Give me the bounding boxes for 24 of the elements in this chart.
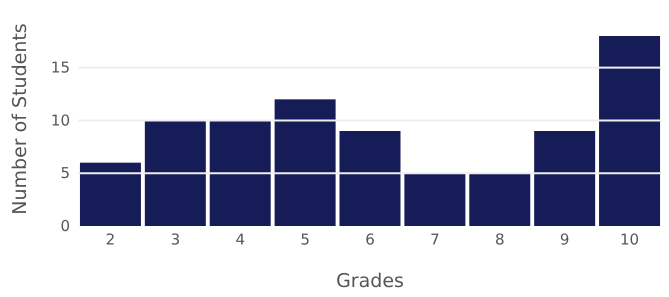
bar [210, 120, 271, 226]
x-tick-label: 4 [235, 230, 245, 249]
x-axis-title: Grades [336, 270, 404, 292]
bar [469, 173, 530, 226]
bar [144, 120, 206, 226]
y-tick-label: 0 [60, 216, 70, 235]
x-tick-label: 2 [106, 230, 116, 249]
bar [340, 131, 400, 226]
x-tick-label: 9 [560, 230, 570, 249]
bar [599, 36, 660, 226]
y-axis-title: Number of Students [9, 23, 31, 215]
x-tick-label: 6 [365, 230, 375, 249]
x-tick-label: 7 [430, 230, 440, 249]
y-tick-label: 5 [60, 164, 70, 182]
x-tick-label: 5 [300, 230, 310, 249]
y-tick-label: 15 [50, 58, 70, 76]
bar [534, 131, 596, 226]
x-tick-label: 10 [620, 230, 640, 249]
bar [80, 162, 141, 226]
bar [404, 173, 466, 226]
bar [274, 99, 336, 226]
x-tick-label: 3 [170, 230, 180, 249]
x-tick-label: 8 [495, 230, 505, 249]
y-tick-label: 10 [50, 111, 70, 130]
